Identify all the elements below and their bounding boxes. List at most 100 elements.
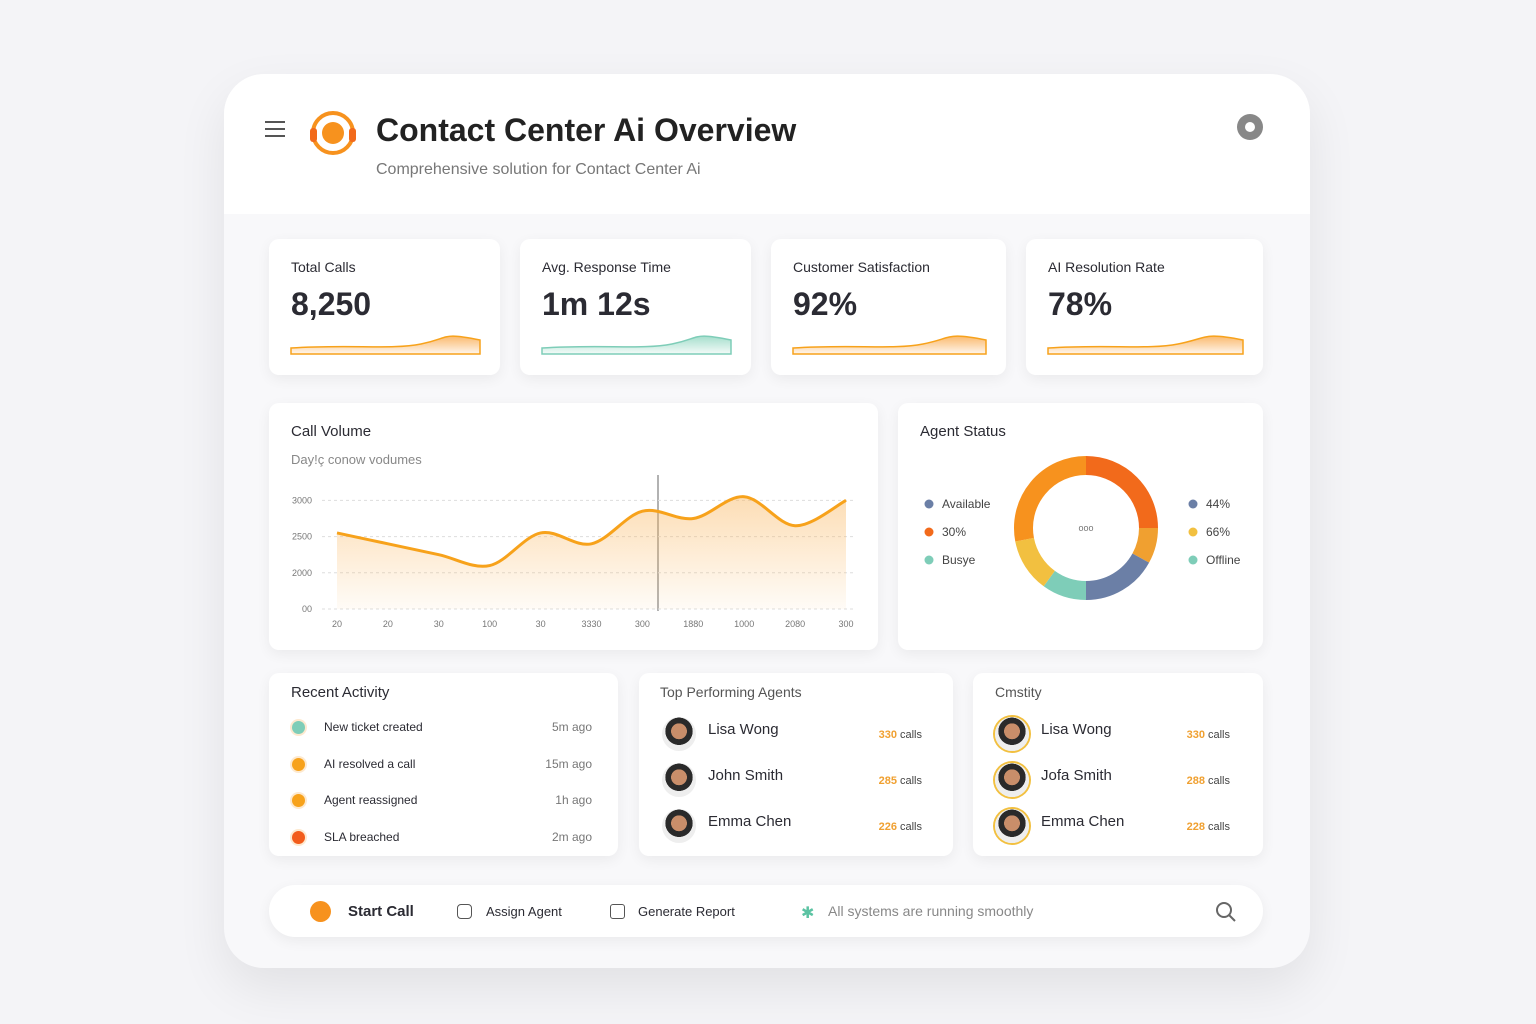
logo	[310, 111, 356, 155]
activity-text: SLA breached	[324, 829, 400, 844]
agent-calls: 330	[878, 729, 897, 741]
menu-icon[interactable]	[265, 121, 285, 137]
legend-dot	[1188, 555, 1198, 565]
agent-calls-unit: calls	[900, 775, 923, 787]
agent-calls: 330	[1186, 729, 1205, 741]
search-icon[interactable]	[1215, 901, 1237, 923]
x-tick-label: 20	[332, 619, 342, 629]
kpi-value: 78%	[1048, 286, 1113, 322]
kpi-value: 92%	[793, 286, 858, 322]
legend-dot	[924, 527, 934, 537]
avatar	[995, 809, 1029, 843]
assign-agent[interactable]: Assign Agent	[486, 904, 562, 919]
start-call-icon	[310, 901, 331, 922]
legend-dot	[924, 499, 934, 509]
x-tick-label: 1000	[734, 619, 754, 629]
agent-calls: 288	[1186, 775, 1205, 787]
kpi-label: Customer Satisfaction	[793, 259, 930, 275]
agent-name: Lisa Wong	[1041, 721, 1112, 738]
assign-icon	[457, 904, 472, 919]
x-tick-label: 300	[838, 619, 853, 629]
activity-time: 2m ago	[551, 829, 592, 844]
donut-segment	[1043, 570, 1087, 600]
agent-name: John Smith	[708, 767, 784, 784]
action-bar	[269, 885, 1263, 937]
avatar	[662, 809, 696, 843]
sparkline	[792, 335, 987, 355]
agent-status-card	[898, 403, 1263, 650]
agent-name: Lisa Wong	[708, 721, 779, 738]
agent-name: Emma Chen	[708, 813, 792, 830]
report-icon	[610, 904, 625, 919]
x-tick-label: 3330	[581, 619, 601, 629]
section-title: Top Performing Agents	[660, 684, 802, 700]
activity-time: 1h ago	[555, 793, 592, 807]
legend-dot	[924, 555, 934, 565]
agent-calls: 228	[1186, 821, 1205, 833]
settings-icon[interactable]	[1236, 113, 1264, 141]
kpi-label: Avg. Response Time	[542, 259, 671, 275]
legend-label: Offline	[1206, 553, 1241, 567]
legend-label: 66%	[1206, 525, 1230, 539]
x-tick-label: 30	[434, 619, 444, 629]
activity-time: 5m ago	[551, 720, 592, 734]
activity-text: New ticket created	[324, 720, 423, 734]
agent-calls-unit: calls	[1208, 775, 1231, 787]
legend-dot	[1188, 499, 1198, 509]
legend-label: Available	[942, 497, 991, 511]
kpi-label: AI Resolution Rate	[1048, 259, 1165, 275]
donut-center: ooo	[1078, 523, 1093, 533]
legend-label: 30%	[942, 525, 966, 539]
status-icon: ✱	[801, 905, 815, 922]
activity-dot	[292, 757, 305, 771]
section-title: Cmstity	[995, 684, 1042, 700]
x-tick-label: 1880	[683, 619, 703, 629]
legend-dot	[1188, 527, 1198, 537]
recent-activity-card	[269, 673, 618, 856]
legend-label: Busye	[942, 553, 976, 567]
status-text: All systems are running smoothly	[828, 903, 1034, 919]
activity-text: AI resolved a call	[324, 756, 416, 771]
area	[337, 496, 846, 609]
donut-segment	[1014, 456, 1087, 542]
activity-text: Agent reassigned	[324, 793, 418, 807]
donut-segment	[1015, 537, 1056, 587]
agent-calls-unit: calls	[900, 821, 923, 833]
activity-dot	[292, 830, 305, 844]
sparkline	[541, 335, 732, 355]
y-tick-label: 3000	[292, 495, 312, 505]
section-title: Recent Activity	[291, 684, 390, 701]
x-tick-label: 30	[536, 619, 546, 629]
header	[224, 74, 1310, 214]
agent-calls: 285	[878, 775, 897, 787]
call-volume-title: Call Volume	[291, 423, 372, 440]
avatar	[662, 763, 696, 797]
call-volume-subtitle: Day!ç conow vodumes	[291, 452, 422, 467]
sparkline	[290, 335, 481, 355]
line	[336, 495, 847, 568]
y-tick-label: 00	[302, 604, 312, 614]
x-tick-label: 20	[383, 619, 393, 629]
kpi-label: Total Calls	[291, 259, 356, 275]
donut-segment	[1085, 456, 1158, 529]
x-tick-label: 2080	[785, 619, 805, 629]
avatar	[995, 717, 1029, 751]
kpi-value: 1m 12s	[542, 286, 651, 322]
kpi-value: 8,250	[291, 286, 372, 322]
agent-status-title: Agent Status	[920, 423, 1006, 440]
agent-calls-unit: calls	[1208, 729, 1231, 741]
activity-dot	[292, 794, 305, 807]
sparkline	[1047, 335, 1244, 355]
x-tick-label: 300	[635, 619, 650, 629]
activity-time: 15m ago	[545, 756, 592, 771]
donut-segment	[1085, 553, 1150, 600]
title: Contact Center Ai Overview	[376, 112, 797, 148]
y-tick-label: 2000	[292, 568, 312, 578]
generate-report[interactable]: Generate Report	[638, 904, 735, 919]
start-call[interactable]: Start Call	[348, 903, 414, 920]
agent-name: Jofa Smith	[1041, 767, 1112, 784]
activity-dot	[292, 721, 305, 734]
legend-label: 44%	[1206, 497, 1230, 511]
donut-segment	[1132, 527, 1158, 563]
